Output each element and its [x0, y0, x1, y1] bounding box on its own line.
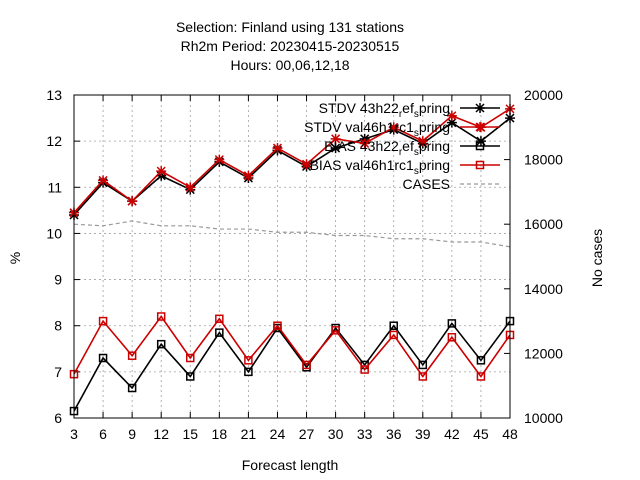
data-point [446, 110, 457, 121]
data-point [98, 316, 108, 326]
data-point [330, 133, 341, 144]
x-tick-label: 48 [502, 426, 518, 442]
data-point [156, 339, 166, 349]
data-point [418, 360, 428, 370]
series-line [73, 315, 511, 378]
data-point [98, 353, 108, 363]
y-axis-label: % [7, 252, 23, 264]
y-tick-label: 12 [46, 133, 62, 149]
series-line [73, 220, 511, 248]
x-axis-label: Forecast length [242, 457, 339, 473]
grid-lines [74, 95, 510, 418]
data-point [476, 372, 486, 381]
x-tick-label: 45 [473, 426, 489, 442]
x-tick-label: 15 [182, 426, 198, 442]
series-line [73, 320, 511, 412]
data-point [186, 353, 195, 363]
data-point [127, 383, 137, 393]
data-point [331, 326, 340, 335]
data-point [185, 182, 196, 193]
legend-label: CASES [403, 176, 450, 192]
data-point [476, 356, 486, 365]
data-point [186, 372, 195, 381]
plot-frame [73, 94, 511, 419]
data-point [243, 170, 254, 181]
x-tick-label: 3 [70, 426, 78, 442]
data-point [272, 143, 283, 154]
data-point [98, 175, 109, 186]
y-tick-label: 7 [54, 364, 62, 380]
data-point [156, 166, 167, 177]
series-2 [69, 316, 515, 416]
legend-marker [475, 141, 485, 151]
y-tick-label: 10 [46, 225, 62, 241]
legend-label: STDV 43h22refspring [319, 100, 450, 120]
chart-title-line1: Selection: Finland using 131 stations [176, 19, 404, 35]
data-point [388, 122, 399, 133]
data-point [302, 360, 311, 370]
data-point [447, 319, 457, 328]
y2-tick-label: 20000 [524, 87, 563, 103]
x-tick-label: 6 [99, 426, 107, 442]
y2-tick-label: 14000 [524, 281, 563, 297]
y-tick-label: 9 [54, 272, 62, 288]
data-point [359, 138, 370, 149]
y-tick-label: 6 [54, 410, 62, 426]
data-point [389, 321, 398, 330]
data-point [330, 143, 341, 154]
x-tick-label: 27 [299, 426, 315, 442]
data-point [127, 196, 138, 207]
data-point [417, 136, 428, 147]
x-tick-label: 9 [128, 426, 136, 442]
legend-marker [475, 160, 485, 170]
data-point [215, 314, 224, 324]
legend-label: BIAS 43h22refspring [324, 138, 450, 158]
data-point [301, 159, 312, 170]
x-tick-label: 30 [328, 426, 344, 442]
y-tick-label: 13 [46, 87, 62, 103]
y2-tick-label: 16000 [524, 216, 563, 232]
data-point [244, 367, 253, 377]
series-line [73, 108, 511, 214]
series-line [73, 117, 511, 216]
data-point [360, 365, 369, 374]
y-tick-label: 11 [47, 179, 62, 195]
y2-tick-label: 18000 [524, 152, 563, 168]
x-tick-label: 42 [444, 426, 460, 442]
data-point [475, 136, 486, 147]
legend-marker [475, 122, 485, 132]
x-tick-label: 39 [415, 426, 431, 442]
data-point [273, 321, 282, 330]
chart-title-line3: Hours: 00,06,12,18 [230, 57, 349, 73]
data-point [446, 117, 457, 128]
chart-title-line2: Rh2m Period: 20230415-20230515 [181, 38, 400, 54]
data-point [156, 312, 166, 321]
data-point [389, 330, 398, 340]
series-3 [69, 312, 515, 381]
legend-label: BIAS val46h1rc1spring [310, 157, 450, 177]
x-tick-label: 21 [241, 426, 257, 442]
y2-axis-label: No cases [589, 229, 605, 287]
x-tick-label: 33 [357, 426, 373, 442]
data-point [244, 356, 253, 365]
data-point [447, 333, 457, 342]
data-point [214, 154, 225, 165]
x-tick-label: 18 [212, 426, 228, 442]
x-tick-label: 36 [386, 426, 402, 442]
legend-marker [475, 103, 485, 113]
axis-ticks: 3 6 9 12 15 18 21 24 27 30 33 36 39 42 45 4867891011121… [46, 87, 563, 442]
series-4 [73, 220, 511, 248]
y-tick-label: 8 [54, 318, 62, 334]
y2-tick-label: 10000 [524, 410, 563, 426]
legend-label: STDV val46h1rc1spring [304, 119, 450, 139]
data-point [418, 372, 428, 381]
data-point [127, 351, 137, 360]
x-tick-label: 24 [270, 426, 286, 442]
y2-tick-label: 12000 [524, 345, 563, 361]
data-point [215, 328, 224, 337]
x-tick-label: 12 [153, 426, 169, 442]
